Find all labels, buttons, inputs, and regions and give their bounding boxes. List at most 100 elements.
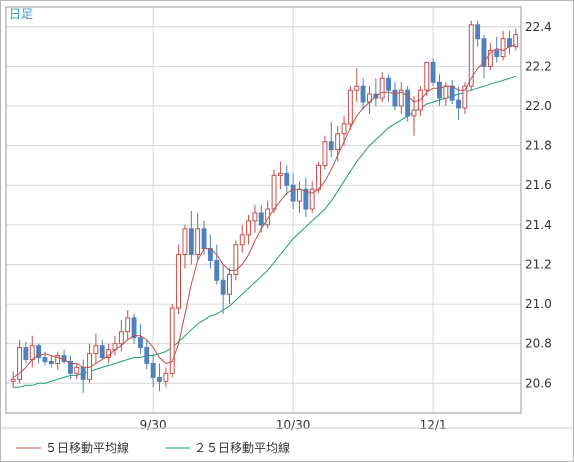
candle-body	[118, 331, 124, 345]
candle	[29, 335, 35, 368]
candle	[169, 304, 175, 378]
candle	[462, 82, 468, 114]
candle	[93, 333, 99, 364]
candle-body	[424, 62, 430, 91]
candle	[74, 363, 80, 380]
candle	[392, 82, 398, 110]
candle	[316, 161, 322, 194]
candle-body	[284, 172, 290, 186]
vertical-grid	[152, 7, 434, 413]
candle-body	[437, 81, 442, 99]
candle-body	[138, 337, 143, 349]
y-tick-label: 20.6	[525, 376, 552, 390]
candle	[468, 20, 474, 91]
candle-body	[449, 85, 455, 101]
candle	[195, 212, 201, 261]
candle-body	[157, 376, 162, 382]
candle-body	[36, 345, 42, 359]
candle	[246, 214, 252, 245]
candle	[398, 82, 404, 114]
candle	[182, 224, 188, 269]
candle	[290, 173, 296, 210]
candle	[475, 20, 481, 47]
ma5-line	[12, 44, 516, 378]
candle-body	[246, 220, 252, 236]
candle	[360, 78, 366, 110]
candle	[23, 341, 29, 364]
candle-body	[487, 50, 493, 67]
candle	[367, 86, 372, 114]
candle	[507, 30, 512, 55]
candle-body	[316, 164, 322, 190]
candle	[87, 343, 92, 384]
candle-body	[507, 38, 512, 48]
candle-body	[290, 184, 296, 202]
candle-body	[29, 345, 35, 361]
period-label: 日足	[9, 7, 33, 21]
candle-body	[360, 85, 366, 103]
y-tick-label: 21.0	[525, 297, 552, 311]
candle	[10, 371, 16, 388]
candle-body	[322, 141, 328, 166]
legend: ５日移動平均線 ２５日移動平均線	[16, 440, 290, 455]
candle	[284, 165, 290, 196]
candle	[118, 319, 124, 352]
y-tick-label: 21.2	[525, 257, 552, 271]
candle	[430, 58, 436, 87]
candle-body	[354, 85, 360, 91]
candle-body	[430, 62, 436, 83]
candle	[449, 80, 455, 105]
candle-body	[176, 254, 182, 309]
candle	[373, 78, 379, 107]
candle	[424, 62, 430, 97]
candle	[157, 363, 162, 392]
y-tick-label: 21.6	[525, 178, 552, 192]
candle-body	[468, 24, 474, 87]
candle-body	[131, 317, 137, 339]
candle-body	[93, 345, 99, 355]
candle	[125, 310, 131, 340]
ma25-line	[13, 75, 516, 388]
candle	[322, 135, 328, 170]
candle-body	[265, 208, 271, 226]
y-axis-labels: 20.6 20.8 21.0 21.2 21.4 21.6 21.8 22.0 22.2 22.4	[525, 20, 552, 390]
candle-body	[335, 133, 341, 151]
candle	[487, 42, 493, 71]
candle	[386, 74, 392, 103]
candle-body	[169, 307, 175, 374]
candle-body	[258, 212, 264, 226]
candle	[150, 353, 156, 388]
candle-body	[475, 24, 481, 40]
candle-body	[80, 366, 86, 380]
candle-body	[23, 347, 29, 361]
ma5-layer	[12, 44, 516, 378]
candle	[405, 86, 411, 122]
legend-label-ma25: ２５日移動平均線	[194, 440, 290, 455]
candle-body	[17, 347, 23, 380]
candle	[227, 268, 232, 305]
y-tick-label: 21.8	[525, 139, 552, 153]
candle	[328, 121, 334, 158]
candle-body	[55, 355, 61, 365]
ma25-layer	[13, 75, 516, 388]
candle-body	[271, 174, 277, 210]
candle-body	[74, 366, 80, 374]
candle	[354, 68, 360, 103]
candle-body	[48, 361, 54, 364]
candle-body	[456, 99, 462, 109]
candle	[48, 355, 54, 368]
candle	[303, 177, 309, 217]
horizontal-grid	[6, 26, 521, 384]
candle-body	[42, 357, 48, 362]
candle	[309, 181, 315, 213]
candle	[55, 351, 61, 370]
candle-body	[182, 228, 188, 256]
candle-body	[10, 378, 16, 382]
candle-body	[443, 85, 449, 99]
candle	[437, 74, 442, 107]
candle-body	[252, 212, 258, 222]
candle-body	[411, 109, 417, 117]
y-tick-label: 22.4	[525, 20, 552, 34]
